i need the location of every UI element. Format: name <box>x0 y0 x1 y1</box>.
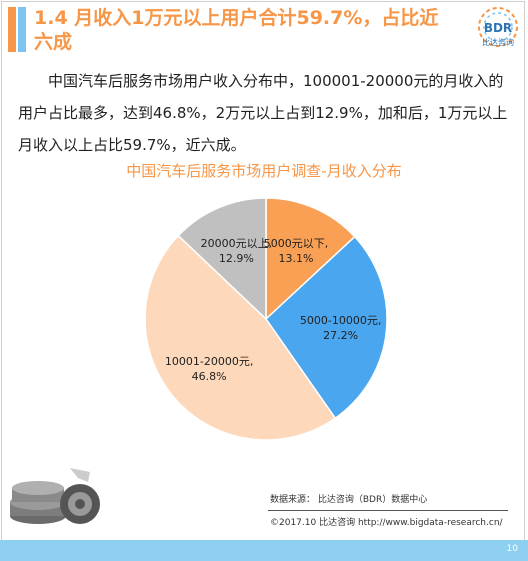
pie-slice-category-2: 10001-20000元, <box>165 355 253 368</box>
chart-title: 中国汽车后服务市场用户调查-月收入分布 <box>126 162 402 180</box>
logo-text: BDR <box>483 21 513 35</box>
logo-ring-icon <box>478 7 518 47</box>
pie-slice-category-0: 5000元以下, <box>264 237 329 250</box>
summary-paragraph: 中国汽车后服务市场用户收入分布中，100001-20000元的月收入的用户占比最… <box>18 72 508 154</box>
pie-slice-2 <box>144 234 337 441</box>
slide-title: 1.4 月收入1万元以上用户合计59.7%，占比近六成 <box>34 7 439 53</box>
coins-illustration-icon <box>10 468 100 524</box>
pie-slice-1 <box>265 235 388 420</box>
pie-slice-label-3: 20000元以上, 12.9% <box>201 237 273 265</box>
bdr-logo: BDR 比达咨询 <box>474 4 522 50</box>
pie-slice-value-3: 12.9% <box>219 252 254 265</box>
title-accent-orange <box>8 7 16 52</box>
pie-slice-label-1: 5000-10000元, 27.2% <box>300 314 381 342</box>
bottom-bar <box>0 540 528 561</box>
pie-slice-label-0: 5000元以下, 13.1% <box>264 237 329 265</box>
pie-slice-value-0: 13.1% <box>279 252 314 265</box>
pie-slice-value-1: 27.2% <box>323 329 358 342</box>
footer-divider <box>268 510 508 511</box>
pie-slice-3 <box>177 197 267 321</box>
logo-subtext: 比达咨询 <box>482 38 514 47</box>
data-source-text: 数据来源： 比达咨询（BDR）数据中心 <box>270 495 428 505</box>
pie-slice-0 <box>265 197 356 321</box>
title-accent-blue <box>18 7 26 52</box>
page-number: 10 <box>506 544 518 554</box>
pie-slice-category-3: 20000元以上, <box>201 237 273 250</box>
copyright-text: ©2017.10 比达咨询 http://www.bigdata-researc… <box>270 518 503 528</box>
pie-slice-label-2: 10001-20000元, 46.8% <box>165 355 253 383</box>
pie-slice-category-1: 5000-10000元, <box>300 314 381 327</box>
pie-slice-value-2: 46.8% <box>192 370 227 383</box>
